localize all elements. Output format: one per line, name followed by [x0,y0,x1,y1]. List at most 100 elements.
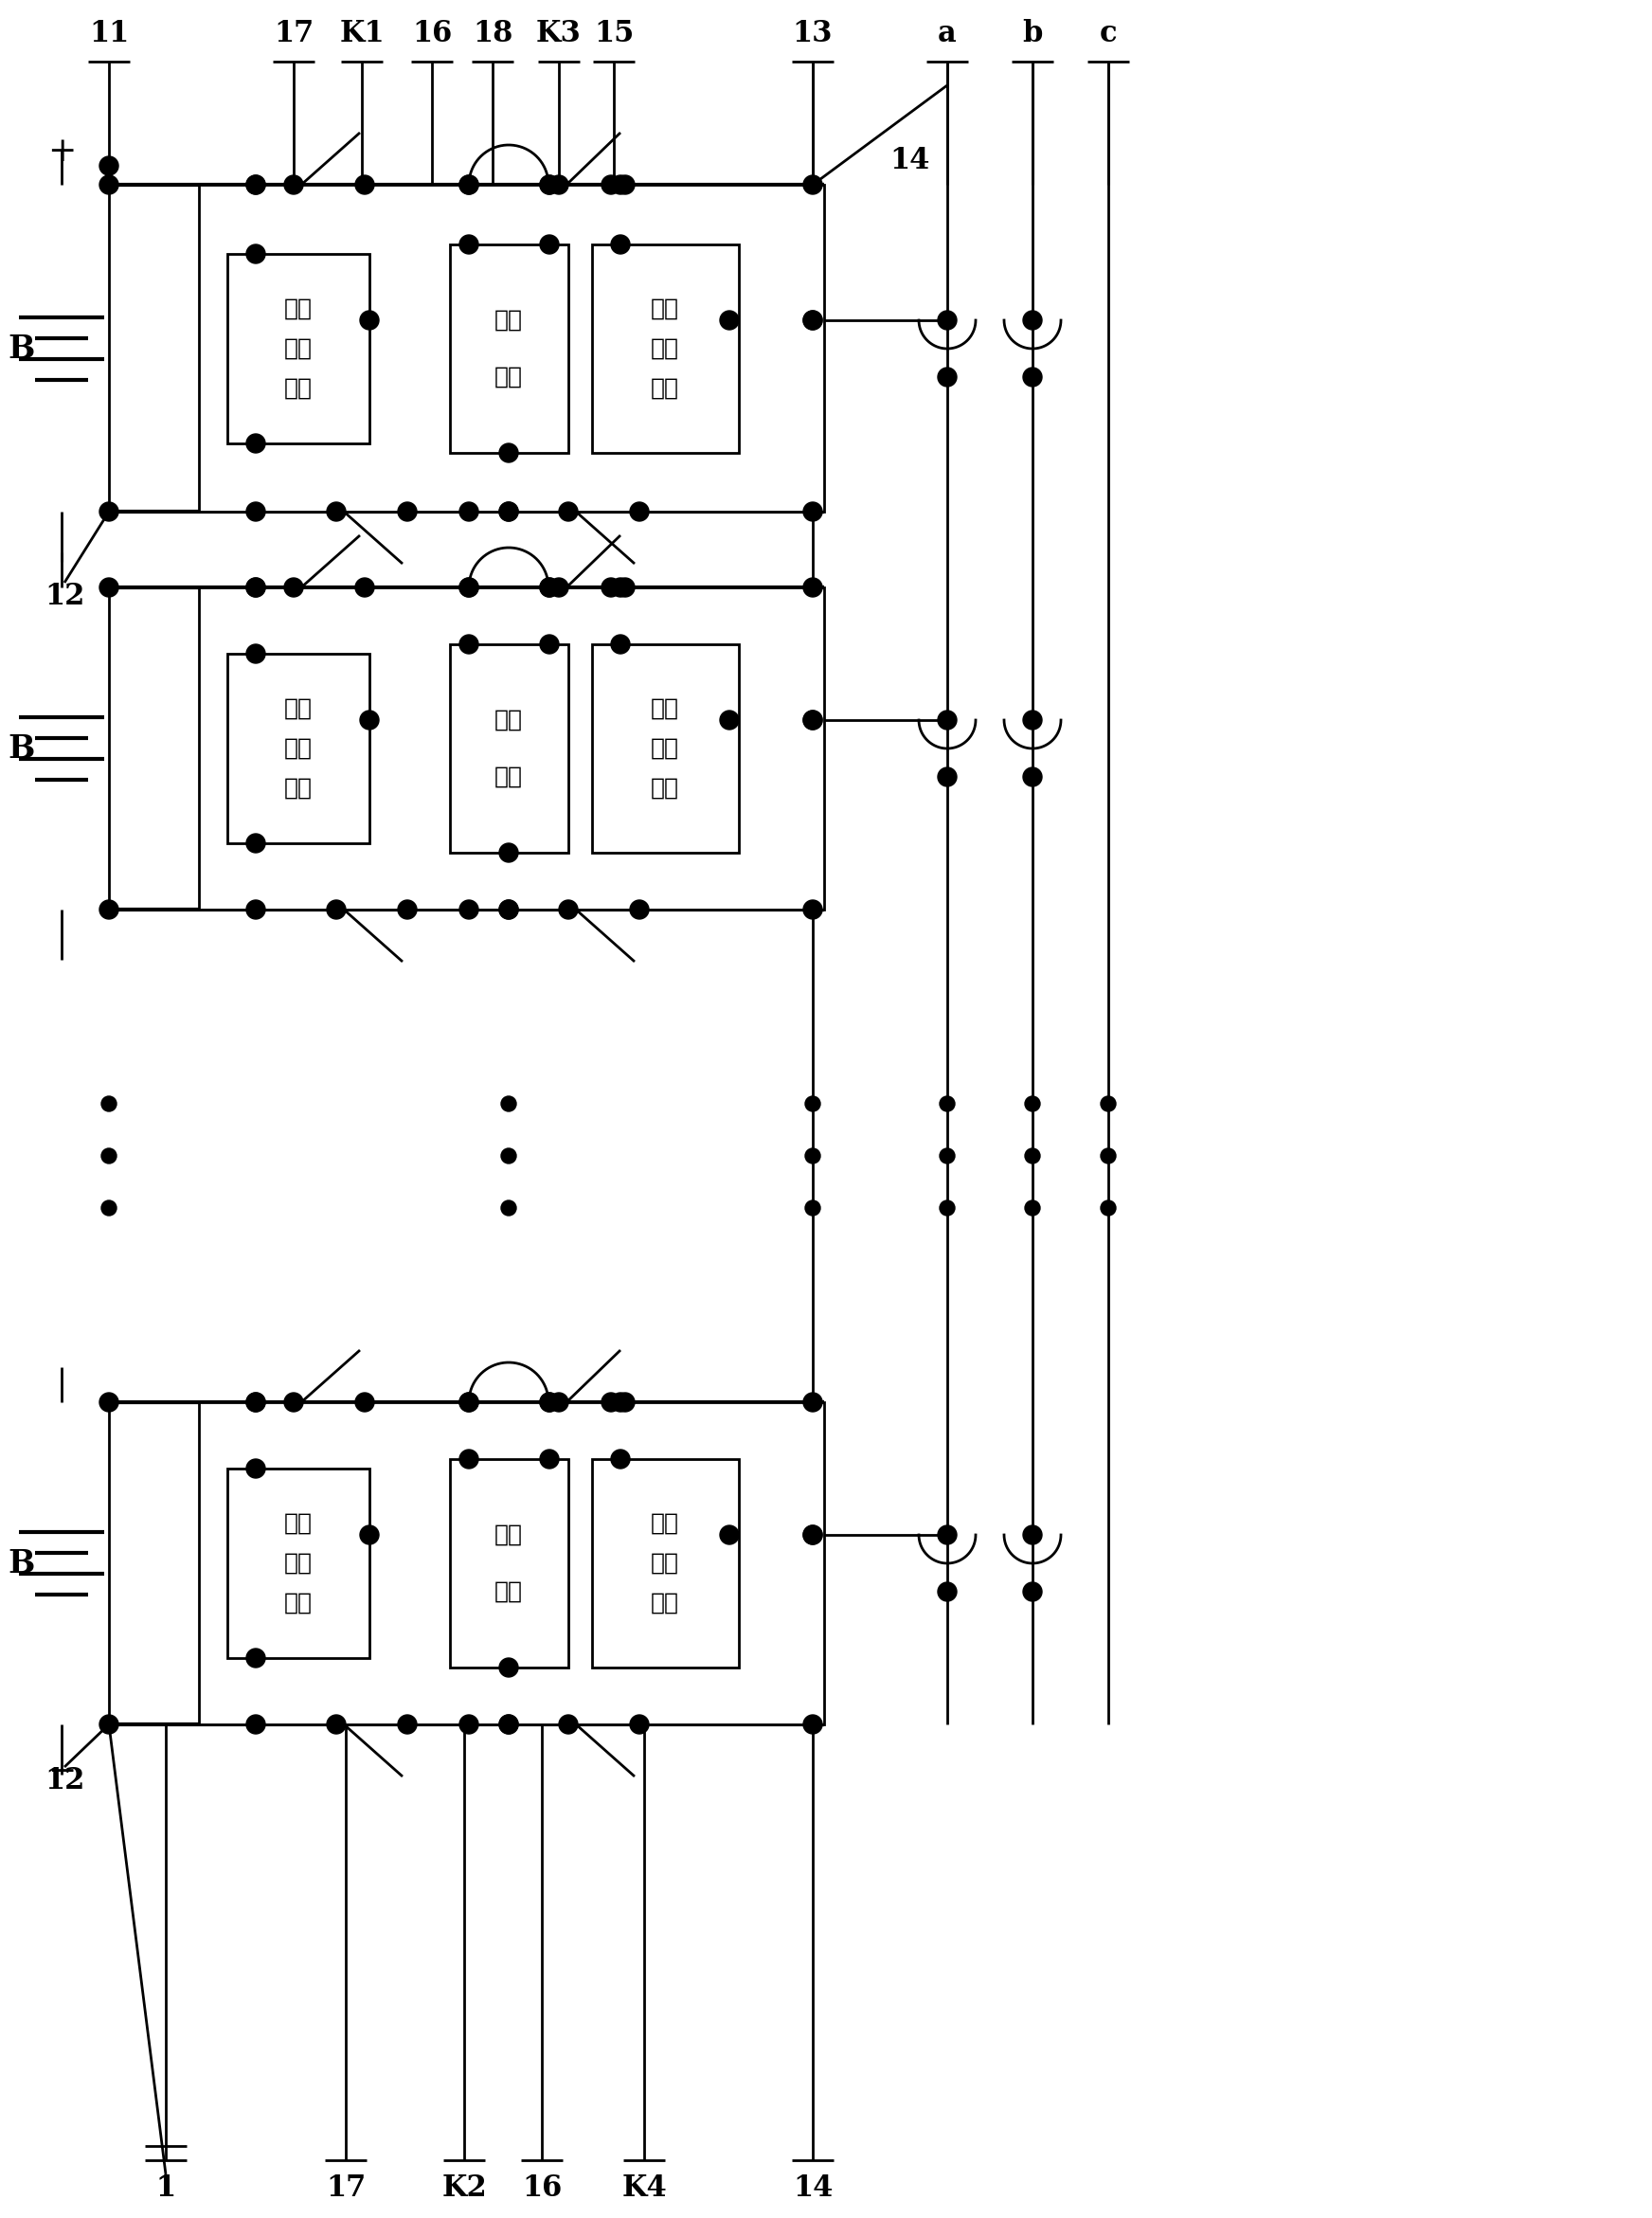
Circle shape [284,175,302,195]
Text: 16: 16 [522,2174,562,2202]
Circle shape [616,175,634,195]
Circle shape [803,710,823,730]
Circle shape [360,311,378,330]
Circle shape [805,1200,821,1215]
Text: 开关: 开关 [651,1513,679,1535]
Circle shape [1100,1096,1115,1111]
Circle shape [459,579,479,597]
Circle shape [803,501,823,521]
Circle shape [1024,1200,1041,1215]
Text: 驱动: 驱动 [651,736,679,761]
Bar [591,643,738,852]
Circle shape [540,1393,558,1411]
Text: b: b [1023,18,1042,49]
Circle shape [938,1581,957,1601]
Circle shape [803,175,823,195]
Text: a: a [938,18,957,49]
Circle shape [284,1393,302,1411]
Circle shape [1023,710,1042,730]
Circle shape [938,710,957,730]
Circle shape [803,1526,823,1544]
Circle shape [99,901,119,918]
Text: +: + [48,135,76,169]
Text: 模块: 模块 [284,776,312,801]
Circle shape [327,901,345,918]
Circle shape [940,1096,955,1111]
Circle shape [246,834,266,852]
Circle shape [246,244,266,264]
Text: 模块: 模块 [284,1593,312,1615]
Text: 隔离: 隔离 [284,696,312,721]
Circle shape [499,444,519,461]
Text: B: B [8,732,35,765]
Circle shape [938,311,957,330]
Bar [198,184,824,512]
Bar [228,654,370,843]
Circle shape [629,501,649,521]
Text: 储能: 储能 [494,710,524,732]
Text: 14: 14 [793,2174,833,2202]
Circle shape [398,1715,416,1734]
Text: 开关: 开关 [651,297,679,319]
Text: 16: 16 [411,18,453,49]
Circle shape [940,1149,955,1164]
Circle shape [540,175,558,195]
Circle shape [558,501,578,521]
Circle shape [1023,368,1042,386]
Circle shape [558,901,578,918]
Text: 隔离: 隔离 [284,1513,312,1535]
Circle shape [1024,1096,1041,1111]
Circle shape [459,501,479,521]
Circle shape [611,634,629,654]
Bar [591,244,738,452]
Circle shape [540,579,558,597]
Circle shape [1023,311,1042,330]
Circle shape [558,1715,578,1734]
Circle shape [246,643,266,663]
Circle shape [459,1393,479,1411]
Circle shape [1023,1526,1042,1544]
Text: c: c [1100,18,1117,49]
Bar [449,643,568,852]
Circle shape [499,901,519,918]
Circle shape [246,1459,266,1477]
Circle shape [99,155,119,175]
Text: 隔离: 隔离 [284,297,312,319]
Circle shape [355,175,373,195]
Text: 11: 11 [89,18,129,49]
Text: 模块: 模块 [494,1581,524,1604]
Circle shape [803,1526,823,1544]
Circle shape [246,175,266,195]
Circle shape [1100,1200,1115,1215]
Circle shape [246,1648,266,1668]
Text: 17: 17 [274,18,314,49]
Circle shape [327,1715,345,1734]
Circle shape [459,235,479,253]
Circle shape [1100,1149,1115,1164]
Circle shape [459,634,479,654]
Circle shape [101,1096,117,1111]
Circle shape [540,579,558,597]
Circle shape [611,1451,629,1468]
Circle shape [459,1451,479,1468]
Circle shape [246,175,266,195]
Text: 1: 1 [155,2174,175,2202]
Circle shape [360,1526,378,1544]
Circle shape [459,1393,479,1411]
Circle shape [540,1451,558,1468]
Circle shape [499,901,519,918]
Circle shape [601,579,621,597]
Text: 18: 18 [472,18,512,49]
Text: 模块: 模块 [494,366,524,388]
Text: K2: K2 [441,2174,487,2202]
Circle shape [360,710,378,730]
Circle shape [99,175,119,195]
Text: K1: K1 [339,18,385,49]
Bar [198,1402,824,1723]
Circle shape [611,175,629,195]
Circle shape [550,1393,568,1411]
Circle shape [459,1715,479,1734]
Circle shape [99,579,119,597]
Circle shape [99,501,119,521]
Text: K4: K4 [621,2174,667,2202]
